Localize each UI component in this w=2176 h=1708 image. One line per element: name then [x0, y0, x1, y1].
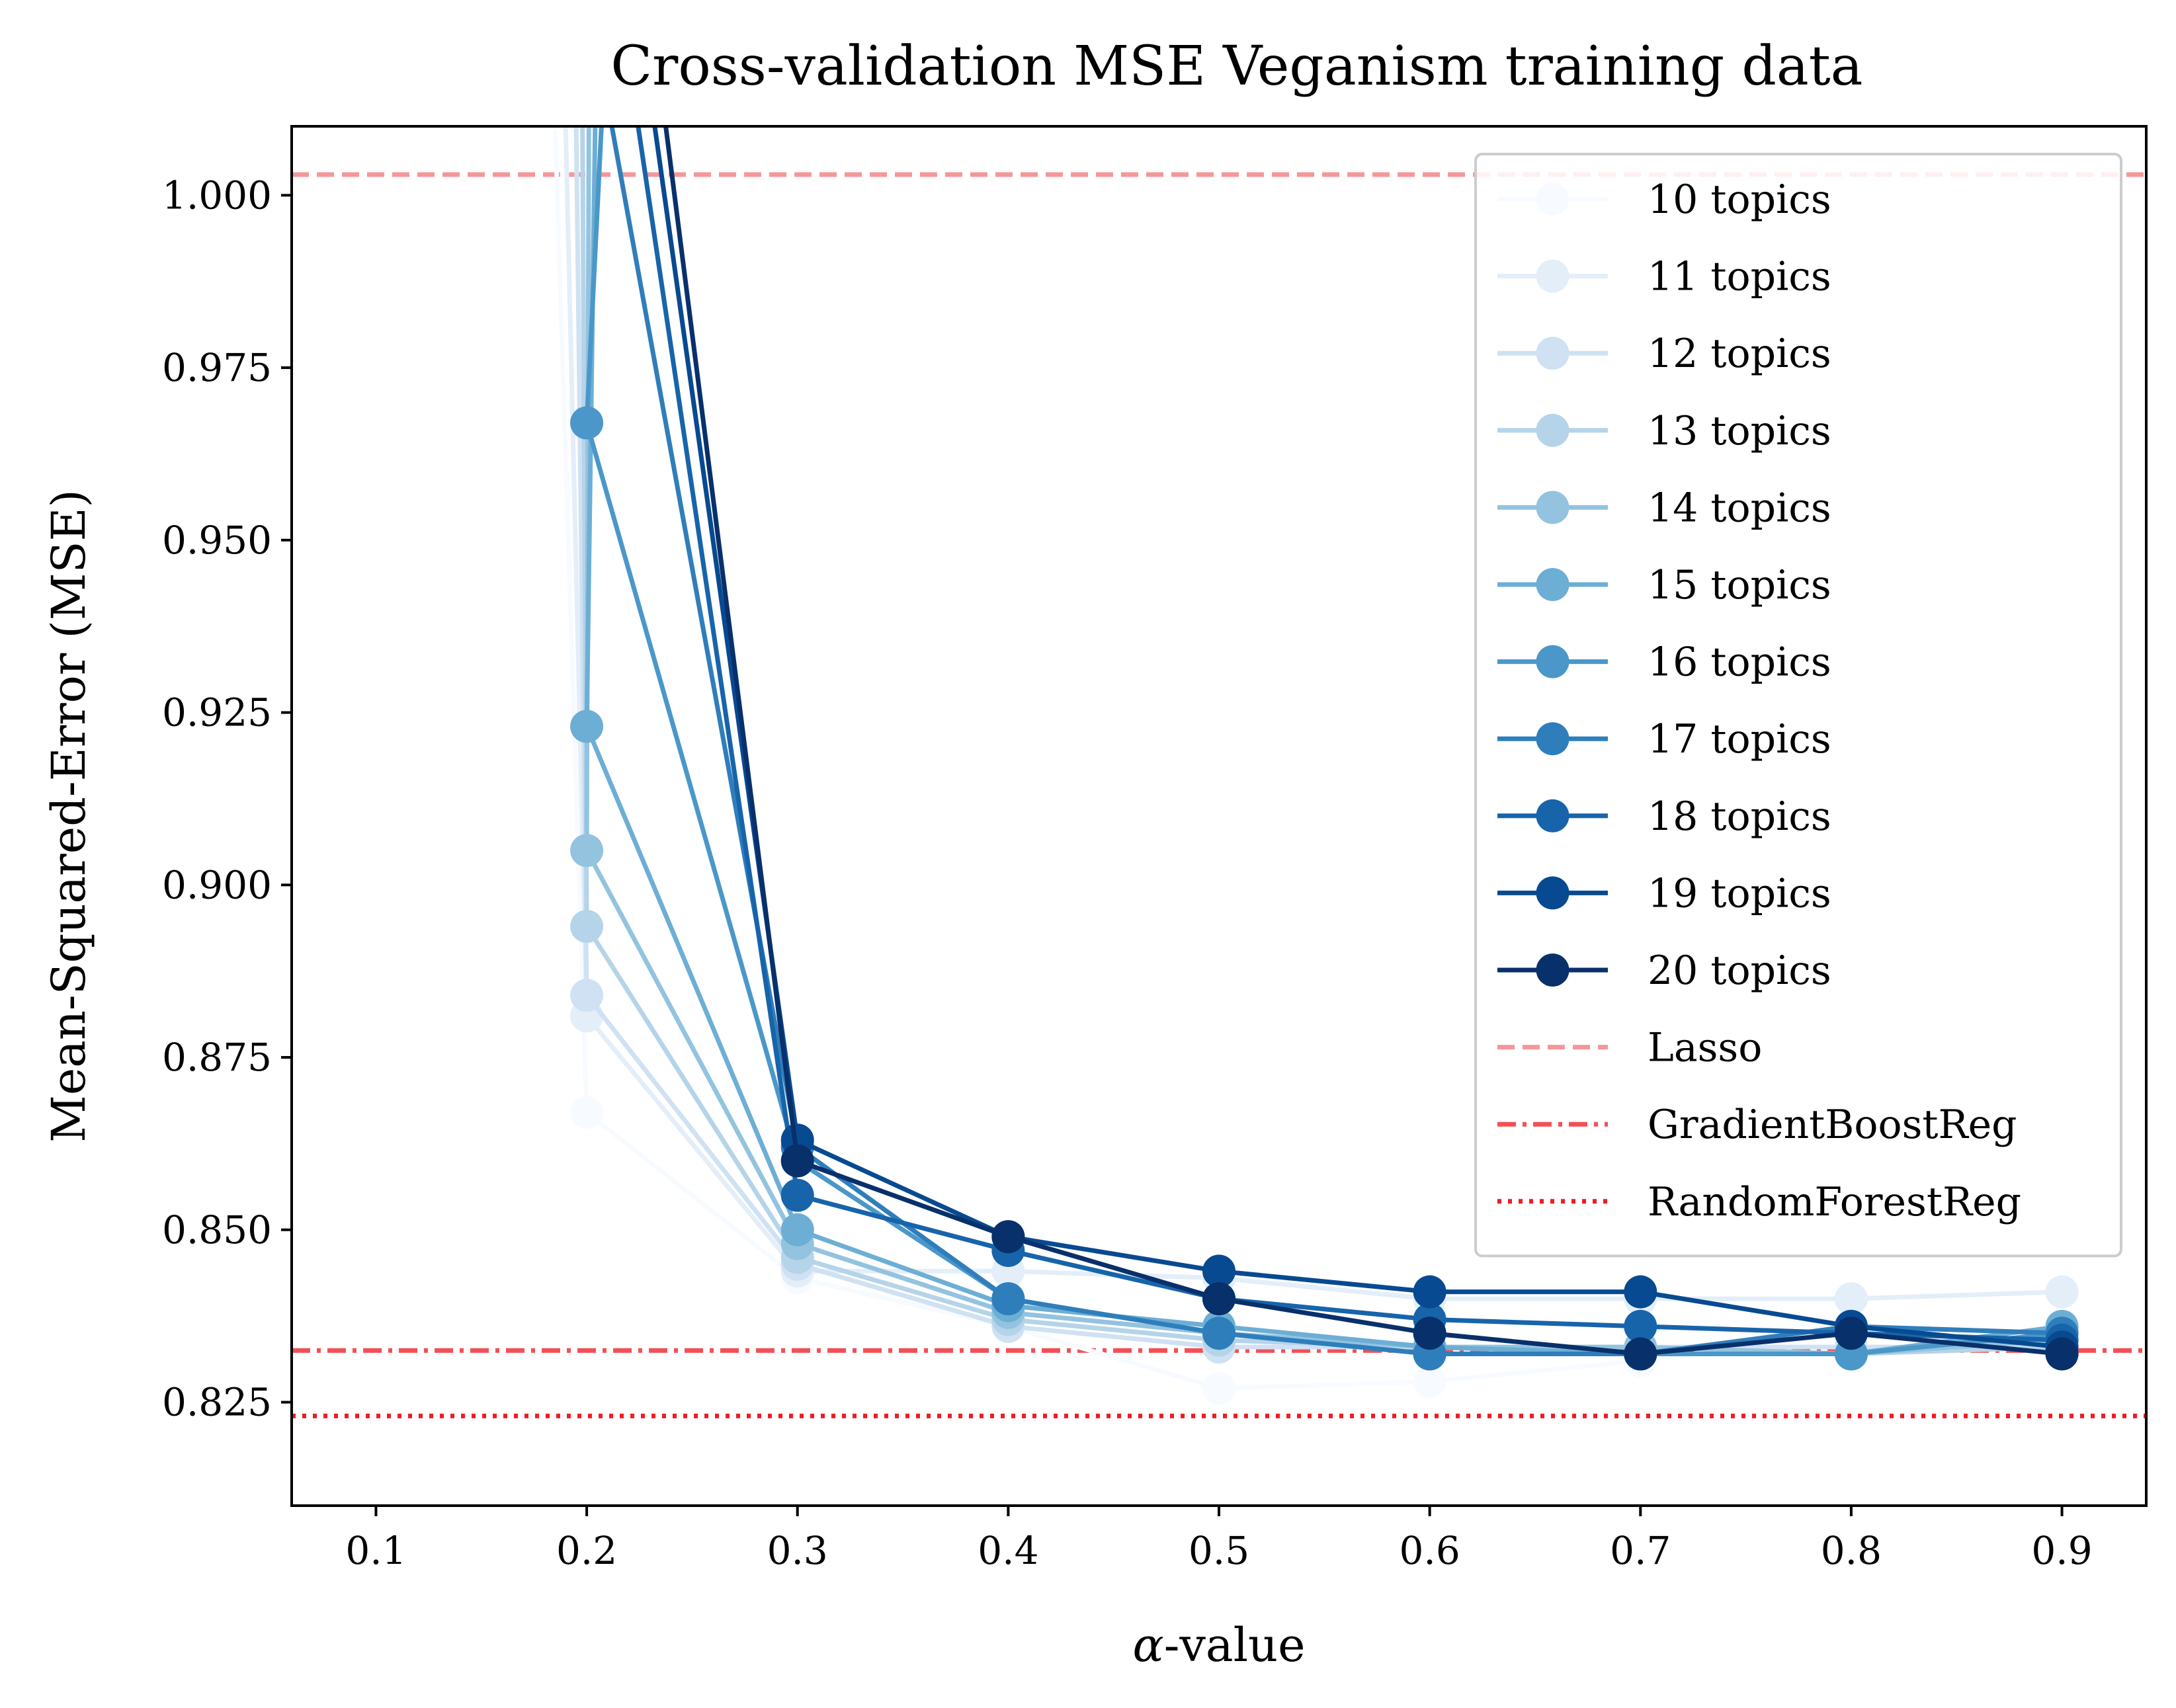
data-point [2045, 1337, 2079, 1371]
legend-marker-swatch [1536, 876, 1569, 910]
y-tick-label: 0.925 [162, 690, 272, 735]
legend-marker-swatch [1536, 337, 1569, 370]
legend-marker-swatch [1536, 413, 1569, 447]
legend-label: 17 topics [1648, 716, 1831, 762]
legend-frame [1474, 153, 2122, 1258]
plot-frame [290, 125, 2148, 1507]
y-axis-ticks: 0.825 0.850 0.875 0.900 0.925 0.950 0.975 1.000 [162, 173, 292, 1425]
data-point [1413, 1365, 1446, 1399]
legend-marker-swatch [1536, 491, 1569, 524]
data-point [570, 979, 604, 1012]
data-point [1834, 1317, 1868, 1350]
y-tick-label: 0.975 [162, 345, 272, 390]
data-point [1624, 1275, 1657, 1309]
legend-label: Lasso [1648, 1025, 1762, 1071]
x-axis-label-symbol: α [1132, 1618, 1163, 1672]
legend-label: 11 topics [1648, 254, 1831, 300]
x-tick-label: 0.6 [1400, 1528, 1460, 1573]
y-tick-label: 0.900 [162, 862, 272, 907]
data-point [1624, 1337, 1657, 1371]
data-point [570, 909, 604, 943]
legend-label: 12 topics [1648, 331, 1831, 377]
legend-marker-swatch [1536, 799, 1569, 833]
x-tick-label: 0.3 [767, 1528, 828, 1573]
x-tick-label: 0.8 [1821, 1528, 1882, 1573]
legend-marker-swatch [1536, 568, 1569, 601]
x-axis-label-suffix: -value [1164, 1618, 1306, 1672]
y-tick-label: 0.850 [162, 1207, 272, 1252]
legend-label: 18 topics [1648, 793, 1831, 840]
data-point [1202, 1317, 1235, 1350]
x-tick-label: 0.2 [556, 1528, 617, 1573]
legend: 10 topics 11 topics 12 topics 13 topics 14 t… [1474, 153, 2122, 1258]
legend-marker-swatch [1536, 183, 1569, 216]
data-point [991, 1282, 1025, 1316]
y-tick-label: 0.825 [162, 1380, 272, 1425]
legend-marker-swatch [1536, 259, 1569, 293]
data-point [1202, 1371, 1235, 1405]
y-axis-label: Mean-Squared-Error (MSE) [42, 489, 96, 1143]
legend-label: 14 topics [1648, 485, 1831, 531]
data-point [991, 1220, 1025, 1254]
data-point [1202, 1282, 1235, 1316]
data-point [1624, 1309, 1657, 1343]
data-point [2045, 1275, 2079, 1309]
x-tick-label: 0.1 [345, 1528, 406, 1573]
chart-title: Cross-validation MSE Veganism training d… [610, 35, 1862, 98]
data-point [780, 1144, 814, 1178]
x-tick-label: 0.9 [2031, 1528, 2092, 1573]
legend-label: 16 topics [1648, 639, 1831, 686]
legend-label: 15 topics [1648, 562, 1831, 608]
x-tick-label: 0.7 [1610, 1528, 1671, 1573]
data-point [570, 834, 604, 868]
data-point [570, 1096, 604, 1129]
legend-label: RandomForestReg [1648, 1179, 2021, 1225]
legend-marker-swatch [1536, 645, 1569, 678]
data-point [570, 710, 604, 743]
legend-marker-swatch [1536, 722, 1569, 756]
data-point [780, 1178, 814, 1212]
data-point [1202, 1254, 1235, 1288]
x-axis-label: α-value [1132, 1618, 1305, 1672]
data-point [1413, 1317, 1446, 1350]
x-tick-label: 0.4 [978, 1528, 1038, 1573]
y-tick-label: 0.950 [162, 518, 272, 563]
legend-label: 20 topics [1648, 948, 1831, 994]
y-tick-label: 0.875 [162, 1035, 272, 1080]
legend-label: 13 topics [1648, 408, 1831, 454]
data-point [570, 406, 604, 440]
legend-label: GradientBoostReg [1648, 1102, 2017, 1148]
data-point [780, 1213, 814, 1246]
data-point [1834, 1282, 1868, 1316]
series-20-topics [639, 126, 2079, 1371]
legend-label: 19 topics [1648, 870, 1831, 916]
y-tick-label: 1.000 [162, 173, 272, 218]
series-layer [552, 126, 2079, 1405]
legend-label: 10 topics [1648, 177, 1831, 223]
x-axis-ticks: 0.1 0.2 0.3 0.4 0.5 0.6 0.7 0.8 0.9 [345, 1506, 2093, 1573]
data-point [1413, 1275, 1446, 1309]
x-tick-label: 0.5 [1189, 1528, 1249, 1573]
legend-marker-swatch [1536, 954, 1569, 987]
